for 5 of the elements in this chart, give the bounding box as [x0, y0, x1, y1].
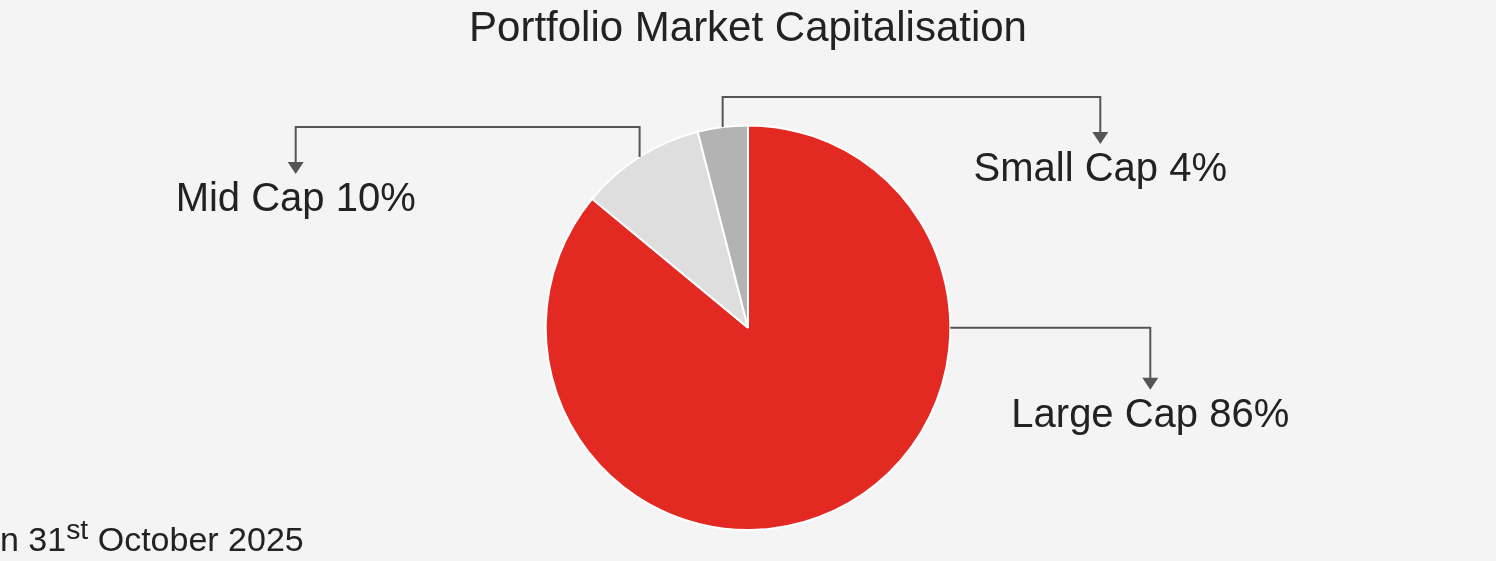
- slice-label: Mid Cap 10%: [175, 174, 416, 219]
- chart-title: Portfolio Market Capitalisation: [469, 2, 1027, 50]
- text: n 31$^{st}$ October 2025: [0, 512, 304, 559]
- slice-label: Large Cap 86%: [1011, 390, 1290, 435]
- slice-label: Small Cap 4%: [973, 145, 1228, 190]
